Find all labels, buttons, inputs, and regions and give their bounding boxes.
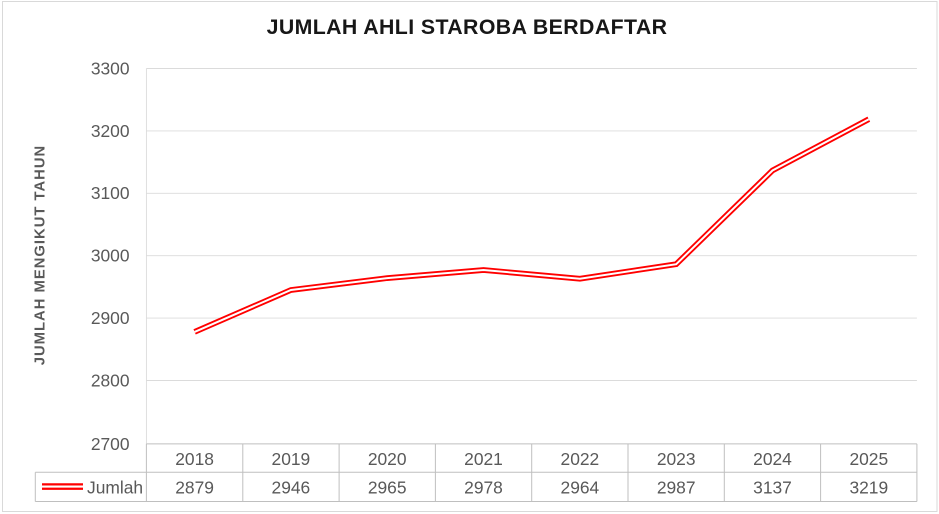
svg-text:2025: 2025 [849,449,888,469]
svg-text:2024: 2024 [753,449,792,469]
svg-text:2021: 2021 [464,449,503,469]
svg-text:2987: 2987 [657,477,696,497]
svg-text:2018: 2018 [175,449,214,469]
svg-text:3100: 3100 [91,183,130,203]
svg-text:3300: 3300 [91,58,130,78]
svg-text:3200: 3200 [91,121,130,141]
svg-text:JUMLAH AHLI STAROBA BERDAFTAR: JUMLAH AHLI STAROBA BERDAFTAR [267,15,668,39]
svg-text:2978: 2978 [464,477,503,497]
svg-text:Jumlah: Jumlah [87,477,143,497]
svg-text:3219: 3219 [849,477,888,497]
svg-text:2019: 2019 [272,449,311,469]
svg-text:2965: 2965 [368,477,407,497]
svg-text:JUMLAH MENGIKUT TAHUN: JUMLAH MENGIKUT TAHUN [32,145,48,365]
svg-text:2020: 2020 [368,449,407,469]
svg-text:2023: 2023 [657,449,696,469]
svg-text:2964: 2964 [561,477,600,497]
svg-text:2900: 2900 [91,308,130,328]
svg-text:2800: 2800 [91,370,130,390]
svg-text:2700: 2700 [91,434,130,454]
svg-text:2022: 2022 [561,449,600,469]
svg-text:2946: 2946 [272,477,311,497]
svg-text:3137: 3137 [753,477,792,497]
svg-text:2879: 2879 [175,477,214,497]
svg-text:3000: 3000 [91,246,130,266]
